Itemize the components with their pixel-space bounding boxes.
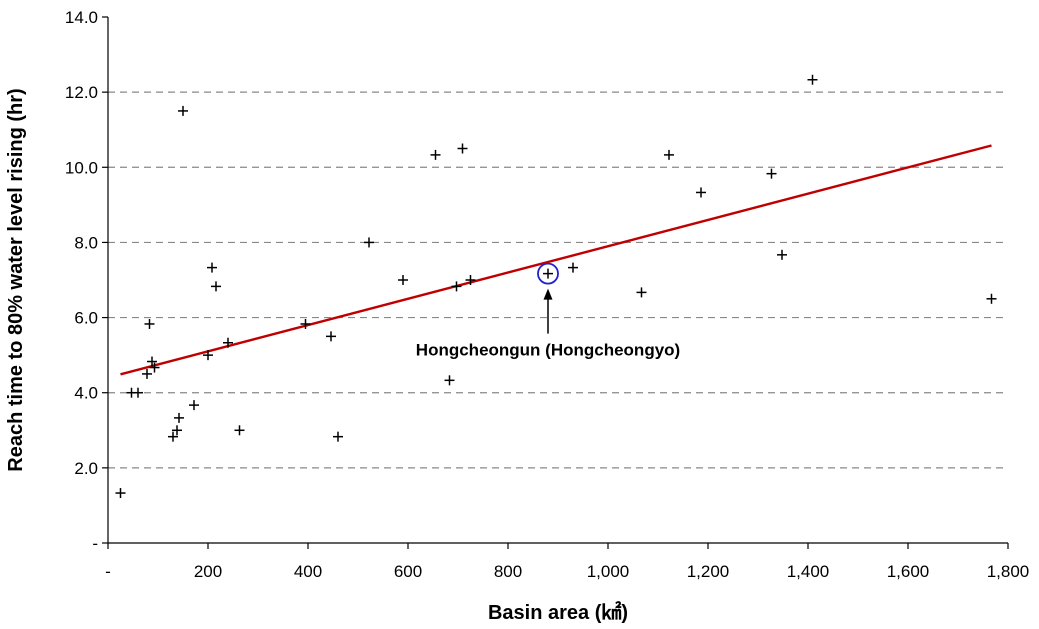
- data-point: [986, 293, 997, 304]
- data-point: [543, 268, 553, 279]
- axes: [107, 17, 1008, 544]
- data-point: [451, 281, 462, 292]
- x-tick-label: 800: [494, 562, 522, 581]
- highlight-circle: [537, 262, 559, 285]
- data-point: [234, 425, 245, 436]
- trendline: [120, 144, 992, 376]
- gridlines: [108, 91, 1008, 469]
- data-point: [207, 262, 217, 273]
- x-tick-label: 1,000: [587, 562, 630, 581]
- x-tick-label: 600: [394, 562, 422, 581]
- data-point: [149, 362, 160, 373]
- data-point: [223, 337, 233, 348]
- data-point: [457, 143, 468, 154]
- y-tick-label: 12.0: [65, 83, 98, 102]
- y-tick-label: 8.0: [74, 233, 98, 252]
- y-tick-label: 2.0: [74, 459, 98, 478]
- data-point: [807, 74, 818, 85]
- x-tick-label: 1,600: [887, 562, 930, 581]
- x-tick-label: 200: [194, 562, 222, 581]
- x-tick-labels: - 200 400 600 800 1,000 1,200 1,400 1,600 1,800: [105, 562, 1029, 581]
- data-point: [203, 350, 213, 361]
- data-point: [174, 412, 184, 423]
- data-point: [168, 431, 178, 442]
- y-tick-label: -: [92, 534, 98, 553]
- data-point: [300, 318, 311, 329]
- data-point: [142, 368, 152, 379]
- y-tick-label: 14.0: [65, 8, 98, 27]
- data-point: [766, 168, 777, 179]
- x-tick-label: -: [105, 562, 111, 581]
- data-point: [326, 331, 336, 342]
- data-point: [568, 262, 578, 273]
- y-tick-label: 4.0: [74, 384, 98, 403]
- x-tick-label: 1,800: [987, 562, 1030, 581]
- x-tick-label: 1,400: [787, 562, 830, 581]
- y-tick-labels: - 2.0 4.0 6.0 8.0 10.0 12.0 14.0: [65, 8, 98, 553]
- data-point: [664, 149, 674, 160]
- data-points: [115, 74, 997, 499]
- data-point: [144, 318, 155, 329]
- data-point: [777, 249, 787, 260]
- annotation-arrow-head: [543, 288, 553, 300]
- data-point: [333, 431, 343, 442]
- data-point: [178, 105, 188, 116]
- data-point: [364, 237, 374, 248]
- x-tick-label: 1,200: [687, 562, 730, 581]
- data-point: [133, 387, 143, 398]
- data-point: [172, 425, 182, 436]
- data-point: [430, 149, 441, 160]
- tick-marks: [102, 16, 1009, 549]
- annotation: Hongcheongun (Hongcheongyo): [416, 288, 680, 360]
- data-point: [115, 488, 126, 499]
- data-point: [398, 275, 408, 285]
- data-point: [189, 400, 199, 411]
- annotation-label: Hongcheongun (Hongcheongyo): [416, 341, 680, 360]
- y-tick-label: 10.0: [65, 158, 98, 177]
- y-axis-title: Reach time to 80% water level rising (hr…: [5, 88, 27, 471]
- x-axis-title: Basin area (㎢): [488, 600, 628, 624]
- data-point: [465, 275, 476, 285]
- data-point: [696, 187, 706, 198]
- y-tick-label: 6.0: [74, 309, 98, 328]
- x-tick-label: 400: [294, 562, 322, 581]
- data-point: [636, 287, 647, 298]
- data-point: [444, 375, 455, 386]
- data-point: [211, 281, 221, 292]
- data-point: [147, 356, 157, 367]
